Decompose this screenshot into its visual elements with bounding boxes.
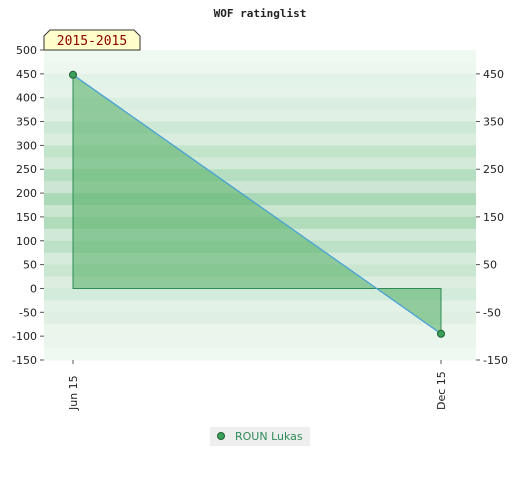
grid-band (44, 50, 476, 63)
chart-title: WOF ratinglist (214, 7, 307, 20)
grid-band (44, 336, 476, 349)
y-tick-label-left: -150 (12, 354, 37, 367)
y-tick-label-left: 300 (16, 139, 37, 152)
x-tick-label: Dec 15 (435, 371, 448, 410)
y-tick-label-right: 450 (483, 68, 504, 81)
y-tick-label-left: 200 (16, 187, 37, 200)
grid-band (44, 97, 476, 111)
y-axis-left: -150 -100 -50 0 50 100 150 200 250 300 350 400 450 50… (12, 44, 44, 367)
y-tick-label-left: 150 (16, 211, 37, 224)
grid-band (44, 300, 476, 313)
legend: ROUN Lukas (210, 427, 310, 446)
y-tick-label-right: -50 (483, 306, 501, 319)
y-tick-label-right: 350 (483, 116, 504, 129)
y-tick-label-left: -50 (19, 306, 37, 319)
grid-band (44, 85, 476, 99)
y-tick-label-left: 0 (30, 282, 37, 295)
y-tick-label-left: 100 (16, 235, 37, 248)
season-label: 2015-2015 (57, 34, 127, 49)
legend-marker-icon (217, 432, 225, 440)
y-axis-right: -150 -50 50 150 250 350 450 (476, 68, 508, 367)
legend-series-name: ROUN Lukas (235, 430, 303, 443)
x-tick-label: Jun 15 (67, 375, 80, 411)
grid-band (44, 324, 476, 337)
y-tick-label-right: -150 (483, 354, 508, 367)
y-tick-label-left: 50 (23, 259, 37, 272)
y-tick-label-left: 400 (16, 92, 37, 105)
data-area (69, 70, 445, 338)
data-point (437, 329, 445, 338)
data-point (69, 70, 77, 79)
grid-band (44, 73, 476, 87)
x-axis: Jun 15 Dec 15 (67, 360, 448, 411)
y-tick-label-left: 450 (16, 68, 37, 81)
y-tick-label-left: 350 (16, 116, 37, 129)
grid-band (44, 109, 476, 123)
grid-band (44, 288, 476, 301)
y-tick-label-left: 500 (16, 44, 37, 57)
y-tick-label-left: -100 (12, 330, 37, 343)
grid-band (44, 61, 476, 75)
y-tick-label-right: 50 (483, 259, 497, 272)
grid-band (44, 312, 476, 325)
grid-band (44, 348, 476, 361)
series-line (72, 74, 442, 335)
y-tick-label-right: 150 (483, 211, 504, 224)
y-tick-label-right: 250 (483, 163, 504, 176)
season-badge: 2015-2015 (43, 29, 141, 51)
y-tick-label-left: 250 (16, 163, 37, 176)
